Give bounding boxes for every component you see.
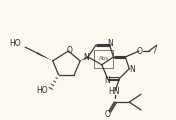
Polygon shape — [36, 52, 53, 61]
Polygon shape — [80, 56, 88, 61]
Text: HN: HN — [108, 87, 119, 96]
Text: /: / — [154, 46, 157, 55]
Text: N: N — [83, 53, 89, 62]
Text: O: O — [137, 47, 143, 56]
Text: N: N — [108, 39, 114, 48]
Text: O: O — [66, 46, 72, 55]
Text: N: N — [104, 76, 109, 85]
Text: HO: HO — [36, 86, 48, 95]
Text: N: N — [129, 65, 135, 74]
Text: HO: HO — [10, 39, 21, 48]
Text: O: O — [105, 110, 111, 119]
Text: Abs: Abs — [99, 56, 109, 61]
